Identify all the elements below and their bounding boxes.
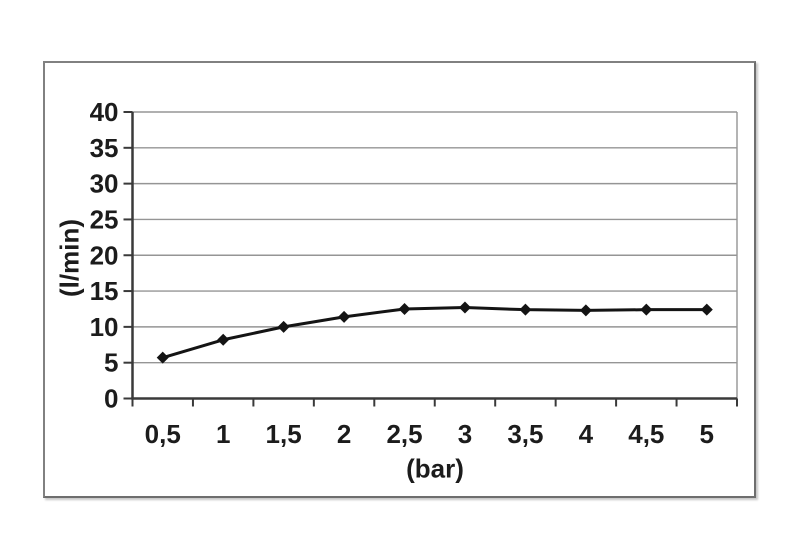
data-point-marker bbox=[277, 320, 290, 333]
x-axis-title: (bar) bbox=[406, 453, 464, 484]
x-tick-label: 1 bbox=[216, 419, 230, 449]
data-point-marker bbox=[579, 304, 592, 317]
y-tick-label: 40 bbox=[90, 97, 119, 127]
x-tick-label: 1,5 bbox=[266, 419, 302, 449]
data-line bbox=[161, 306, 709, 360]
data-point-marker bbox=[640, 303, 653, 316]
x-tick-label: 4 bbox=[579, 419, 594, 449]
y-tick-label: 20 bbox=[90, 240, 119, 270]
y-tick-label: 25 bbox=[90, 204, 119, 234]
data-point-marker bbox=[338, 310, 351, 323]
y-axis-title: (l/min) bbox=[54, 219, 85, 297]
data-point-marker bbox=[217, 333, 230, 346]
y-tick-label: 10 bbox=[90, 312, 119, 342]
x-tick-label: 2,5 bbox=[386, 419, 422, 449]
data-point-marker bbox=[519, 303, 532, 316]
y-tick-label: 0 bbox=[104, 384, 118, 414]
data-point-marker bbox=[700, 303, 713, 316]
x-tick-label: 5 bbox=[700, 419, 714, 449]
data-point-marker bbox=[458, 301, 471, 314]
x-tick-label: 4,5 bbox=[628, 419, 664, 449]
y-tick-label: 5 bbox=[104, 348, 118, 378]
data-point-marker bbox=[156, 351, 169, 364]
data-point-marker bbox=[398, 302, 411, 315]
y-tick-label: 35 bbox=[90, 133, 119, 163]
x-tick-label: 3,5 bbox=[507, 419, 543, 449]
x-tick-label: 3 bbox=[458, 419, 472, 449]
y-tick-label: 30 bbox=[90, 169, 119, 199]
chart-frame bbox=[43, 61, 756, 498]
y-tick-label: 15 bbox=[90, 276, 119, 306]
x-tick-label: 0,5 bbox=[145, 419, 181, 449]
x-tick-label: 2 bbox=[337, 419, 351, 449]
